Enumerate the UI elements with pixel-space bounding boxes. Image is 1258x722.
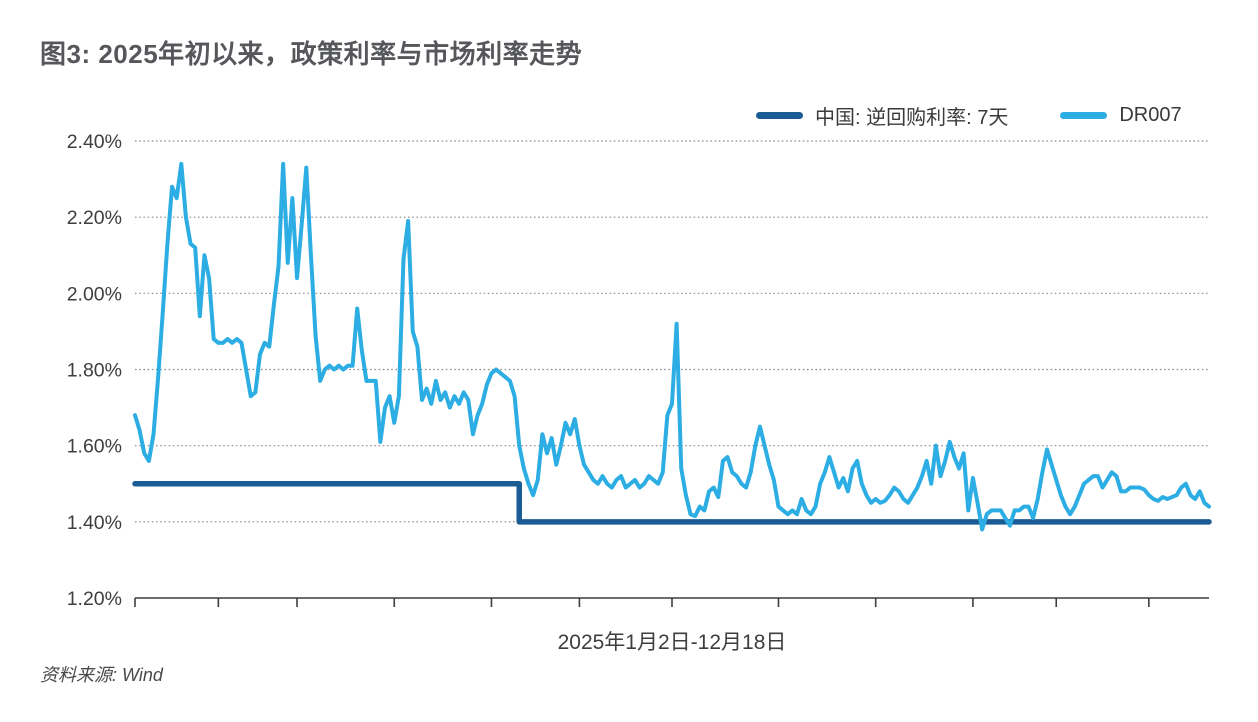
y-axis-tick-label: 2.40%: [67, 131, 122, 153]
chart-legend: 中国: 逆回购利率: 7天 DR007: [756, 101, 1182, 130]
dr007-line: [133, 161, 1211, 532]
legend-item-dr007: DR007: [1060, 104, 1182, 127]
source-note: 资料来源: Wind: [40, 665, 163, 685]
y-axis-tick-label: 2.00%: [67, 283, 122, 305]
x-axis-label: 2025年1月2日-12月18日: [557, 631, 787, 654]
y-axis-tick-label: 1.80%: [67, 360, 122, 382]
legend-label-dr007: DR007: [1119, 104, 1182, 126]
y-axis-tick-label: 1.20%: [67, 588, 122, 610]
dr007-line-swatch: [1060, 112, 1108, 119]
policy-rate-line: [132, 481, 1212, 525]
y-axis-tick-label: 1.60%: [67, 436, 122, 458]
legend-item-policy-rate: 中国: 逆回购利率: 7天: [756, 101, 1008, 130]
legend-label-policy-rate: 中国: 逆回购利率: 7天: [815, 107, 1009, 129]
chart-title: 图3: 2025年初以来，政策利率与市场利率走势: [40, 39, 583, 69]
policy-rate-line-swatch: [756, 112, 803, 119]
y-axis-tick-label: 1.40%: [67, 512, 122, 534]
y-axis-tick-label: 2.20%: [67, 207, 122, 229]
